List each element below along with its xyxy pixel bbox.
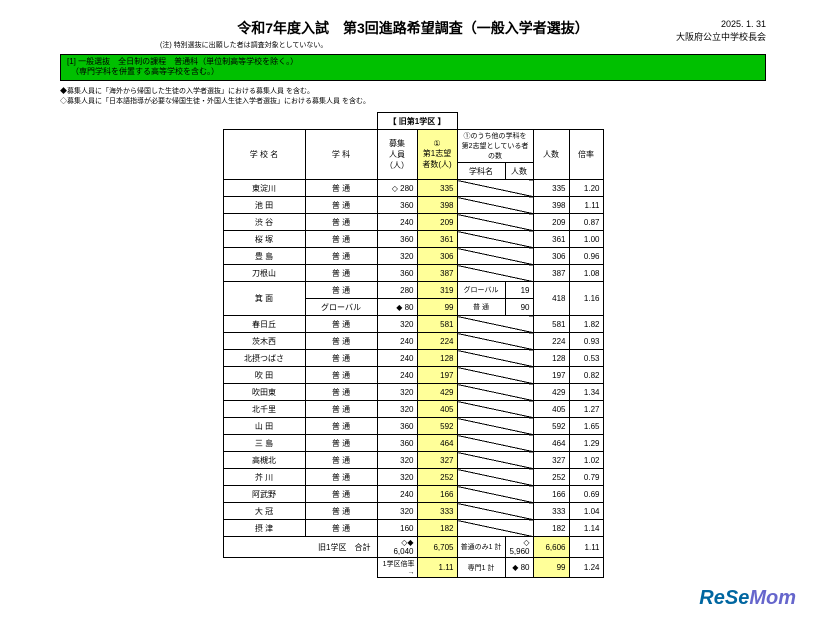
date: 2025. 1. 31 <box>676 18 766 31</box>
col-ratio: 倍率 <box>569 130 603 180</box>
table-row: 吹 田 <box>223 367 305 384</box>
table-row: 刀根山 <box>223 265 305 282</box>
table-row: 山 田 <box>223 418 305 435</box>
total-ratio: 1.11 <box>569 537 603 558</box>
col-school: 学 校 名 <box>223 130 305 180</box>
table-row: 箕 面 <box>223 282 305 316</box>
org: 大阪府公立中学校長会 <box>676 31 766 44</box>
table-row: 東淀川 <box>223 180 305 197</box>
region-header: 【 旧第1学区 】 <box>377 113 457 130</box>
table-row: 大 冠 <box>223 503 305 520</box>
col-other-name: 学科名 <box>457 163 505 180</box>
page-title: 令和7年度入試 第3回進路希望調査（一般入学者選抜） <box>60 18 766 38</box>
col-capacity: 募集 人員 （人） <box>377 130 417 180</box>
logo: ReSeMom <box>699 587 796 610</box>
total-cap: ◇◆ 6,040 <box>377 537 417 558</box>
band-line1: [1] 一般選抜 全日制の課程 普通科（単位制高等学校を除く。） <box>67 57 759 67</box>
note-1: ◆募集人員に「海外から帰国した生徒の入学者選抜」における募集人員 を含む。 <box>60 87 766 97</box>
footer-mid-label: 専門1 計 <box>457 558 505 578</box>
table-row: 桜 塚 <box>223 231 305 248</box>
total-label: 旧1学区 合計 <box>223 537 377 558</box>
footer-mid-cap: ◆ 80 <box>505 558 533 578</box>
total-app: 6,705 <box>417 537 457 558</box>
notes: ◆募集人員に「海外から帰国した生徒の入学者選抜」における募集人員 を含む。 ◇募… <box>60 87 766 107</box>
total-mid-label: 普通のみ1 計 <box>457 537 505 558</box>
table-row: 渋 谷 <box>223 214 305 231</box>
total-tot: 6,606 <box>533 537 569 558</box>
col-other-header: ①のうち他の学科を 第2志望としている者の数 <box>457 130 533 163</box>
survey-table: 【 旧第1学区 】 学 校 名 学 科 募集 人員 （人） ① 第1志望 者数(… <box>223 112 604 578</box>
total-mid-cap: ◇ 5,960 <box>505 537 533 558</box>
col-dept: 学 科 <box>305 130 377 180</box>
table-row: 三 島 <box>223 435 305 452</box>
footer-val: 1.11 <box>417 558 457 578</box>
table-row: 豊 島 <box>223 248 305 265</box>
footer-label: 1学区倍率→ <box>377 558 417 578</box>
note-2: ◇募集人員に「日本語指導が必要な帰国生徒・外国人生徒入学者選抜」における募集人員… <box>60 97 766 107</box>
table-row: 茨木西 <box>223 333 305 350</box>
col-applicants: ① 第1志望 者数(人) <box>417 130 457 180</box>
table-row: 阿武野 <box>223 486 305 503</box>
col-other-num: 人数 <box>505 163 533 180</box>
band-line2: （専門学科を併置する高等学校を含む。） <box>67 67 759 77</box>
table-row: 池 田 <box>223 197 305 214</box>
col-total: 人数 <box>533 130 569 180</box>
table-row: 高槻北 <box>223 452 305 469</box>
table-row: 芥 川 <box>223 469 305 486</box>
footer-mid-num: 99 <box>533 558 569 578</box>
table-row: 春日丘 <box>223 316 305 333</box>
table-row: 吹田東 <box>223 384 305 401</box>
table-row: 北千里 <box>223 401 305 418</box>
category-band: [1] 一般選抜 全日制の課程 普通科（単位制高等学校を除く。） （専門学科を併… <box>60 54 766 81</box>
table-row: 北摂つばさ <box>223 350 305 367</box>
footer-mid-ratio: 1.24 <box>569 558 603 578</box>
table-row: 摂 津 <box>223 520 305 537</box>
